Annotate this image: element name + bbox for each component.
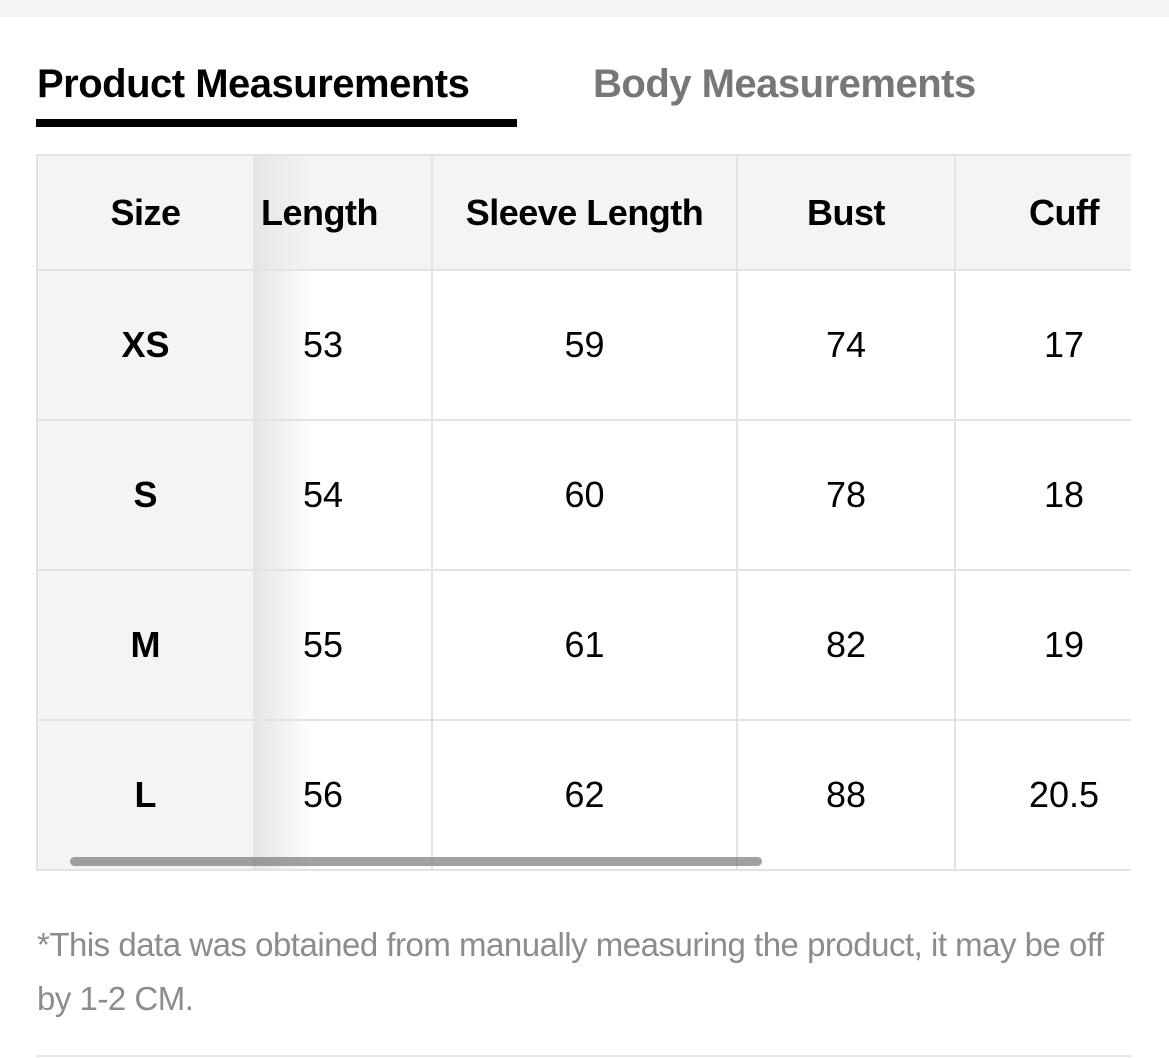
- header-bust: Bust: [736, 154, 956, 271]
- size-cell: M: [36, 569, 255, 721]
- table-row: M 55 61 82 19: [36, 569, 1131, 721]
- size-cell: XS: [36, 269, 255, 421]
- measurement-cell: 53: [253, 269, 433, 421]
- header-cuff: Cuff: [954, 154, 1131, 271]
- measurement-cell: 74: [736, 269, 956, 421]
- measurement-cell: 55: [253, 569, 433, 721]
- measurement-cell: 62: [431, 719, 738, 871]
- measurement-cell: 54: [253, 419, 433, 571]
- measurement-cell: 20.5: [954, 719, 1131, 871]
- tab-product-measurements[interactable]: Product Measurements: [37, 62, 470, 106]
- measurement-cell: 60: [431, 419, 738, 571]
- table-row: L 56 62 88 20.5: [36, 719, 1131, 871]
- measurement-cell: 18: [954, 419, 1131, 571]
- size-cell: S: [36, 419, 255, 571]
- measurement-cell: 88: [736, 719, 956, 871]
- measurement-cell: 61: [431, 569, 738, 721]
- measurement-cell: 59: [431, 269, 738, 421]
- measurement-cell: 82: [736, 569, 956, 721]
- horizontal-scrollbar[interactable]: [70, 857, 762, 866]
- table-header-row: Size Length Sleeve Length Bust Cuff: [36, 154, 1131, 271]
- measurement-cell: 19: [954, 569, 1131, 721]
- measurement-cell: 56: [253, 719, 433, 871]
- measurement-cell: 17: [954, 269, 1131, 421]
- header-length: Length: [253, 154, 433, 271]
- table-row: XS 53 59 74 17: [36, 269, 1131, 421]
- active-tab-indicator: [36, 119, 517, 127]
- table-row: S 54 60 78 18: [36, 419, 1131, 571]
- header-size: Size: [36, 154, 255, 271]
- tab-body-measurements[interactable]: Body Measurements: [593, 62, 976, 106]
- measurement-note: *This data was obtained from manually me…: [37, 926, 1104, 1017]
- top-bar: [0, 0, 1169, 17]
- size-table: Size Length Sleeve Length Bust Cuff XS 53…: [36, 154, 1131, 871]
- measurement-cell: 78: [736, 419, 956, 571]
- size-cell: L: [36, 719, 255, 871]
- header-sleeve-length: Sleeve Length: [431, 154, 738, 271]
- divider: [36, 1055, 1131, 1057]
- size-table-scroll-container[interactable]: Size Length Sleeve Length Bust Cuff XS 53…: [36, 154, 1131, 873]
